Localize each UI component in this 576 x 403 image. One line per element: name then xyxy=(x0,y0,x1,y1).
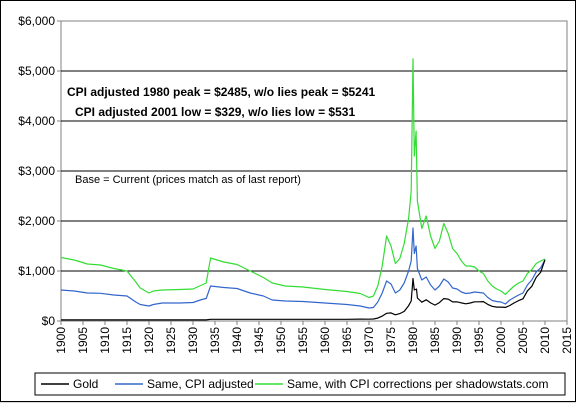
x-tick-label: 1905 xyxy=(76,327,90,354)
x-tick-label: 1975 xyxy=(384,327,398,354)
x-tick-label: 1920 xyxy=(142,327,156,354)
legend: Gold Same, CPI adjusted Same, with CPI c… xyxy=(34,372,566,396)
x-tick-label: 1930 xyxy=(186,327,200,354)
y-tick-label: $6,000 xyxy=(18,14,55,28)
x-tick-label: 1965 xyxy=(340,327,354,354)
y-tick-label: $1,000 xyxy=(18,264,55,278)
x-tick-label: 1955 xyxy=(296,327,310,354)
y-tick-label: $0 xyxy=(42,314,56,328)
x-tick-label: 1980 xyxy=(406,327,420,354)
legend-label-shadowstats: Same, with CPI corrections per shadowsta… xyxy=(287,377,548,391)
series-cpi-adjusted-line xyxy=(60,227,546,309)
x-tick-label: 1985 xyxy=(428,327,442,354)
x-tick-label: 1925 xyxy=(164,327,178,354)
x-tick-label: 1970 xyxy=(362,327,376,354)
x-tick-label: 2000 xyxy=(494,327,508,354)
y-tick-label: $4,000 xyxy=(18,114,55,128)
legend-label-cpi: Same, CPI adjusted xyxy=(147,377,254,391)
y-tick-label: $5,000 xyxy=(18,64,55,78)
x-tick-label: 1995 xyxy=(472,327,486,354)
y-axis: $0 $1,000 $2,000 $3,000 $4,000 $5,000 $6,000 xyxy=(18,14,61,328)
x-tick-label: 2015 xyxy=(560,327,574,354)
annotation-base: Base = Current (prices match as of last … xyxy=(75,174,301,186)
x-tick-label: 1940 xyxy=(230,327,244,354)
x-tick-label: 1950 xyxy=(274,327,288,354)
legend-box xyxy=(34,372,566,396)
x-axis: 1900 1905 1910 1915 1920 1925 1930 1935 1940 1945… xyxy=(54,321,574,354)
x-tick-label: 2005 xyxy=(516,327,530,354)
x-tick-label: 2010 xyxy=(538,327,552,354)
series-lines xyxy=(60,58,546,321)
x-tick-label: 1900 xyxy=(54,327,68,354)
x-tick-label: 1990 xyxy=(450,327,464,354)
legend-label-gold: Gold xyxy=(73,377,98,391)
x-tick-label: 1915 xyxy=(120,327,134,354)
annotation-2001-low: CPI adjusted 2001 low = $329, w/o lies l… xyxy=(75,105,355,119)
y-tick-label: $2,000 xyxy=(18,214,55,228)
y-tick-label: $3,000 xyxy=(18,164,55,178)
series-gold-line xyxy=(61,259,546,321)
annotation-1980-peak: CPI adjusted 1980 peak = $2485, w/o lies… xyxy=(67,85,376,99)
x-tick-label: 1960 xyxy=(318,327,332,354)
x-tick-label: 1910 xyxy=(98,327,112,354)
x-tick-label: 1935 xyxy=(208,327,222,354)
x-tick-label: 1945 xyxy=(252,327,266,354)
gridlines xyxy=(61,70,567,272)
series-shadowstats-line xyxy=(60,58,546,299)
